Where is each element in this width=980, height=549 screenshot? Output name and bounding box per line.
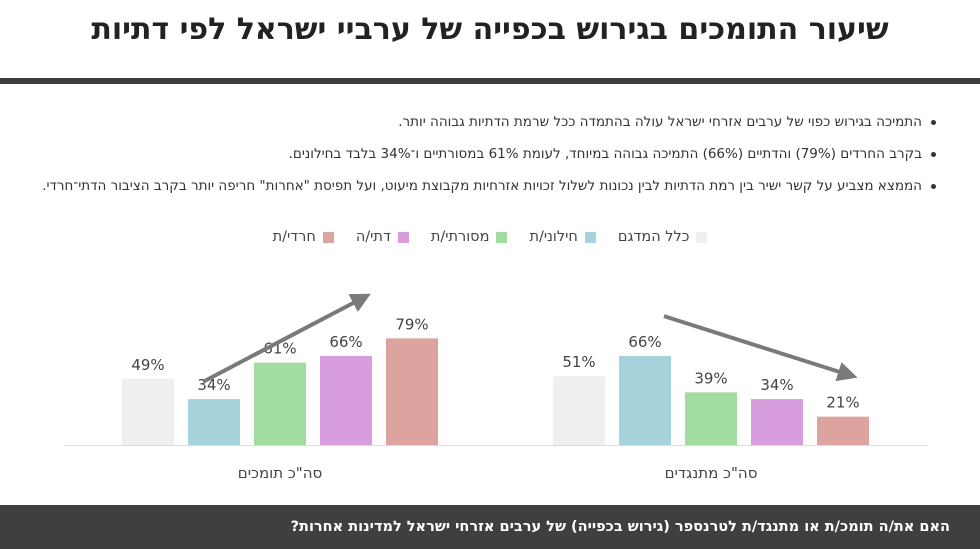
title-divider bbox=[0, 78, 980, 84]
data-label: 66% bbox=[329, 333, 362, 351]
trend-arrow-down bbox=[663, 314, 858, 382]
legend-label: חילוני/ת bbox=[529, 229, 578, 245]
finding-item: התמיכה בגירוש כפוי של ערבים אזרחי ישראל … bbox=[10, 106, 940, 138]
trend-arrow-up bbox=[202, 293, 371, 384]
legend-item-secular: חילוני/ת bbox=[529, 229, 596, 245]
legend-swatch bbox=[397, 231, 409, 243]
chart-legend: כלל המדגם חילוני/ת מסורתי/ת דתי/ה חרדי/ת bbox=[0, 229, 980, 245]
finding-item: בקרב החרדים (79%) והדתיים (66%) התמיכה ג… bbox=[10, 138, 940, 170]
data-label: 51% bbox=[562, 353, 595, 371]
legend-label: חרדי/ת bbox=[272, 229, 316, 245]
data-label: 34% bbox=[760, 376, 793, 394]
bar bbox=[619, 355, 671, 445]
legend-swatch bbox=[584, 231, 596, 243]
bar bbox=[254, 362, 306, 445]
legend-label: מסורתי/ת bbox=[430, 229, 490, 245]
bar bbox=[122, 378, 174, 445]
legend-item-traditional: מסורתי/ת bbox=[431, 229, 508, 245]
legend-item-total: כלל המדגם bbox=[618, 229, 708, 245]
legend-item-religious: דתי/ה bbox=[356, 229, 409, 245]
legend-label: כלל המדגם bbox=[617, 229, 690, 245]
bar bbox=[188, 399, 240, 445]
category-label: סה"כ מתנגדים bbox=[665, 464, 758, 482]
category-label: סה"כ תומכים bbox=[238, 464, 323, 482]
data-label: 49% bbox=[131, 356, 164, 374]
bar bbox=[751, 399, 803, 445]
bar bbox=[386, 338, 438, 445]
findings-list: התמיכה בגירוש כפוי של ערבים אזרחי ישראל … bbox=[10, 106, 940, 202]
data-label: 34% bbox=[197, 376, 230, 394]
survey-question: האם את/ה תומכ/ת או מתנגד/ת לטרנספר (גירו… bbox=[0, 505, 980, 549]
finding-item: הממצא מצביע על קשר ישיר בין רמת הדתיות ל… bbox=[10, 170, 940, 202]
legend-swatch bbox=[322, 231, 334, 243]
bar bbox=[685, 392, 737, 445]
data-label: 39% bbox=[694, 369, 727, 387]
data-label: 79% bbox=[395, 315, 428, 333]
legend-swatch bbox=[696, 231, 708, 243]
legend-swatch bbox=[496, 231, 508, 243]
bar bbox=[817, 416, 869, 445]
data-label: 21% bbox=[826, 394, 859, 412]
page-title: שיעור התומכים בגירוש בכפייה של ערביי ישר… bbox=[91, 12, 889, 47]
legend-item-haredi: חרדי/ת bbox=[273, 229, 334, 245]
data-label: 66% bbox=[628, 333, 661, 351]
bar bbox=[320, 355, 372, 445]
legend-label: דתי/ה bbox=[355, 229, 391, 245]
bar bbox=[553, 376, 605, 445]
